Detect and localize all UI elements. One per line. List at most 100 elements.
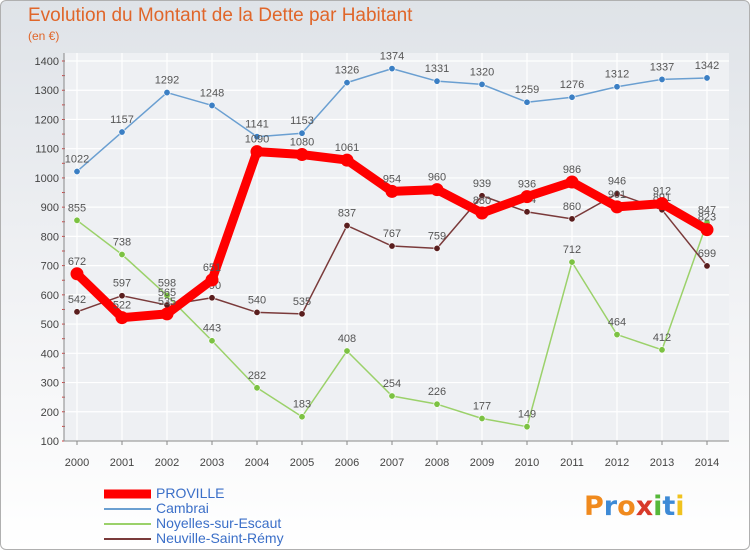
data-label: 535 xyxy=(293,296,311,308)
data-point xyxy=(298,413,306,421)
y-tick-label: 600 xyxy=(41,290,59,302)
data-label: 954 xyxy=(383,173,401,185)
y-tick-label: 200 xyxy=(41,407,59,419)
data-point xyxy=(253,308,261,316)
data-point xyxy=(208,337,216,345)
x-tick-label: 2000 xyxy=(65,457,89,469)
data-label: 912 xyxy=(653,186,671,198)
x-tick-label: 2003 xyxy=(200,457,224,469)
data-point xyxy=(658,75,666,83)
data-point xyxy=(655,197,669,211)
x-tick-label: 2001 xyxy=(110,457,134,469)
data-label: 1080 xyxy=(290,137,314,149)
x-tick-label: 2012 xyxy=(605,457,629,469)
data-label: 738 xyxy=(113,237,131,249)
data-point xyxy=(478,80,486,88)
data-label: 960 xyxy=(428,172,446,184)
data-label: 1022 xyxy=(65,153,89,165)
data-point xyxy=(250,145,264,159)
data-label: 565 xyxy=(158,287,176,299)
data-label: 1374 xyxy=(380,51,404,63)
data-point xyxy=(433,400,441,408)
data-label: 522 xyxy=(113,300,131,312)
data-point xyxy=(520,190,534,204)
y-tick-label: 1200 xyxy=(35,114,59,126)
data-point xyxy=(568,215,576,223)
x-tick-label: 2008 xyxy=(425,457,449,469)
legend-item: Cambrai xyxy=(156,500,209,516)
x-tick-label: 2006 xyxy=(335,457,359,469)
data-label: 699 xyxy=(698,248,716,260)
y-tick-label: 1300 xyxy=(35,85,59,97)
data-label: 767 xyxy=(383,228,401,240)
data-label: 880 xyxy=(473,195,491,207)
data-point xyxy=(388,392,396,400)
data-point xyxy=(163,89,171,97)
data-label: 860 xyxy=(563,201,581,213)
data-point xyxy=(613,83,621,91)
data-point xyxy=(658,346,666,354)
data-label: 183 xyxy=(293,399,311,411)
data-point xyxy=(478,414,486,422)
logo-letter: o xyxy=(617,491,636,522)
data-label: 823 xyxy=(698,212,716,224)
data-label: 1337 xyxy=(650,61,674,73)
data-label: 1153 xyxy=(290,115,314,127)
data-label: 282 xyxy=(248,370,266,382)
data-label: 1276 xyxy=(560,79,584,91)
x-tick-label: 2007 xyxy=(380,457,404,469)
data-point xyxy=(700,223,714,237)
data-label: 936 xyxy=(518,179,536,191)
data-label: 542 xyxy=(68,294,86,306)
x-tick-label: 2005 xyxy=(290,457,314,469)
legend-item: Neuville-Saint-Rémy xyxy=(156,530,284,546)
data-point xyxy=(73,216,81,224)
logo-letter: r xyxy=(603,491,618,522)
data-point xyxy=(253,384,261,392)
data-point xyxy=(565,175,579,189)
data-point xyxy=(118,251,126,259)
data-point xyxy=(208,294,216,302)
data-label: 598 xyxy=(158,277,176,289)
data-label: 149 xyxy=(518,409,536,421)
data-label: 540 xyxy=(248,294,266,306)
data-label: 1292 xyxy=(155,75,179,87)
data-point xyxy=(295,148,309,162)
x-tick-label: 2002 xyxy=(155,457,179,469)
data-point xyxy=(115,311,129,325)
data-label: 1342 xyxy=(695,60,719,72)
data-point xyxy=(73,308,81,316)
data-point xyxy=(388,65,396,73)
data-point xyxy=(160,307,174,321)
data-point xyxy=(340,153,354,167)
data-point xyxy=(568,93,576,101)
data-label: 177 xyxy=(473,400,491,412)
data-point xyxy=(343,222,351,230)
data-point xyxy=(205,273,219,287)
logo-letter: x xyxy=(635,491,654,522)
x-tick-label: 2014 xyxy=(695,457,719,469)
data-label: 672 xyxy=(68,256,86,268)
data-point xyxy=(208,101,216,109)
data-point xyxy=(523,98,531,106)
data-point xyxy=(475,206,489,220)
chart-title: Evolution du Montant de la Dette par Hab… xyxy=(28,5,413,26)
data-point xyxy=(523,208,531,216)
data-point xyxy=(298,310,306,318)
data-point xyxy=(73,167,81,175)
data-label: 254 xyxy=(383,378,401,390)
data-point xyxy=(298,129,306,137)
y-tick-label: 700 xyxy=(41,261,59,273)
data-point xyxy=(163,291,171,299)
data-label: 1061 xyxy=(335,142,359,154)
chart-subtitle: (en €) xyxy=(28,29,60,43)
data-label: 837 xyxy=(338,208,356,220)
data-point xyxy=(613,190,621,198)
data-label: 1326 xyxy=(335,65,359,77)
data-label: 1090 xyxy=(245,134,269,146)
logo-letter: P xyxy=(584,491,604,522)
data-label: 1259 xyxy=(515,84,539,96)
data-point xyxy=(118,292,126,300)
